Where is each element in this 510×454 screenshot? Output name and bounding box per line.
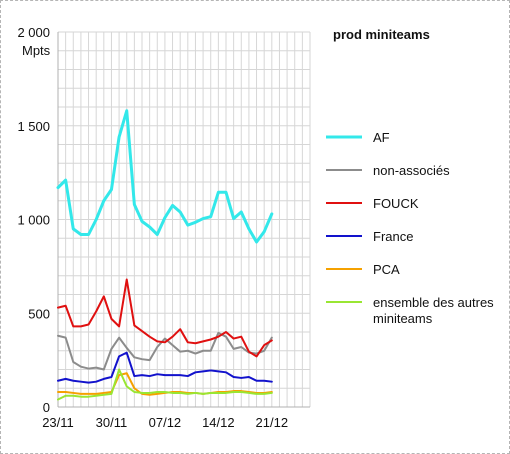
series-line	[56, 109, 274, 244]
axes	[57, 32, 310, 408]
legend-label: non-associés	[373, 163, 450, 178]
legend-label: FOUCK	[373, 196, 419, 211]
x-tick-label: 07/12	[149, 415, 182, 430]
legend-label: PCA	[373, 262, 400, 277]
series-lines	[56, 109, 274, 401]
legend-label: AF	[373, 130, 390, 145]
x-tick-label: 14/12	[202, 415, 235, 430]
series-line	[57, 368, 273, 401]
series-line	[57, 351, 273, 384]
chart-title: prod miniteams	[333, 27, 430, 42]
y-tick-label: 0	[43, 400, 50, 415]
x-tick-label: 30/11	[96, 415, 128, 430]
series-line	[57, 278, 273, 358]
legend: AF non-associés FOUCK France PCA ensemble des…	[326, 130, 494, 326]
y-tick-label: 1 500	[17, 119, 50, 134]
y-tick-label: 1 000	[17, 213, 50, 228]
legend-label: ensemble des autres miniteams	[373, 295, 494, 326]
legend-label: France	[373, 229, 413, 244]
y-unit-label: Mpts	[22, 43, 51, 58]
x-tick-label: 23/11	[42, 415, 74, 430]
y-tick-label: 500	[28, 306, 50, 321]
x-tick-label: 21/12	[256, 415, 289, 430]
y-tick-label: 2 000	[17, 25, 50, 40]
series-line	[57, 331, 273, 371]
tick-labels: 0 500 1 000 1 500 2 000 23/11 30/11 07/12 14/12 2…	[17, 25, 288, 430]
